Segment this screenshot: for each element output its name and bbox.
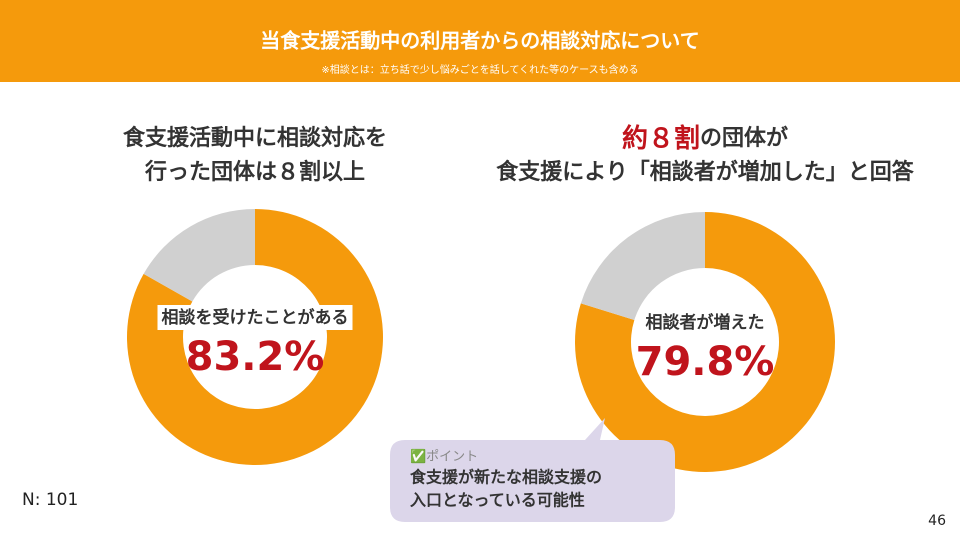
center-label: 相談者が増えた xyxy=(646,312,765,333)
sample-size: N: 101 xyxy=(22,490,78,510)
title-text: 食支援により「相談者が増加した」と回答 xyxy=(496,159,915,185)
header-title: 当食支援活動中の利用者からの相談対応について xyxy=(260,29,699,53)
callout-line: 入口となっている可能性 xyxy=(410,491,585,510)
chart-title: 食支援により「相談者が増加した」と回答 xyxy=(496,159,915,185)
donut-slice xyxy=(580,212,705,321)
title-text: 行った団体は８割以上 xyxy=(144,159,365,185)
callout-box xyxy=(390,418,675,522)
title-highlight: 約８割 xyxy=(622,123,700,154)
chart-title: 行った団体は８割以上 xyxy=(144,159,365,185)
callout-heading: ✅ポイント xyxy=(410,449,478,465)
chart-title: 約８割の団体が xyxy=(622,123,788,154)
donut-slice xyxy=(143,209,255,302)
label-background xyxy=(157,305,353,330)
title-text: の団体が xyxy=(700,125,788,151)
title-text: 食支援活動中に相談対応を xyxy=(123,125,387,151)
header-note: ※相談とは：立ち話で少し悩みごとを話してくれた等のケースも含める xyxy=(321,63,638,76)
label-background xyxy=(641,310,769,335)
donut-slice xyxy=(575,212,836,473)
header-band xyxy=(0,0,960,82)
chart-title: 食支援活動中に相談対応を xyxy=(123,125,387,151)
page-number: 46 xyxy=(928,513,946,529)
value-label: 83.2% xyxy=(186,334,325,380)
callout-line: 食支援が新たな相談支援の xyxy=(409,468,602,487)
center-label: 相談を受けたことがある xyxy=(162,307,349,328)
donut-slice xyxy=(127,209,384,465)
value-label: 79.8% xyxy=(636,339,775,385)
